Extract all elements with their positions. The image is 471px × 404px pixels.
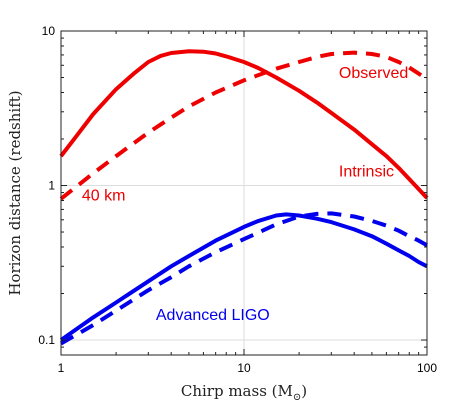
x-tick-label: 100 — [417, 361, 437, 375]
x-tick-label: 1 — [58, 361, 65, 375]
label-observed: Observed — [339, 65, 408, 82]
x-axis-label: Chirp mass (M⊙) — [181, 382, 307, 403]
label-intrinsic: Intrinsic — [339, 164, 394, 181]
series-red-intrinsic — [59, 49, 429, 200]
label-advanced-ligo: Advanced LIGO — [156, 307, 270, 324]
plot-series — [59, 49, 429, 346]
y-axis-label: Horizon distance (redshift) — [6, 90, 24, 295]
minor-ticks — [60, 30, 428, 356]
y-tick-label: 1 — [48, 179, 55, 193]
annotations: Observed Intrinsic 40 km Advanced LIGO — [82, 65, 408, 324]
series-red-observed — [59, 50, 429, 201]
y-tick-label: 0.1 — [38, 333, 55, 347]
y-tick-label: 10 — [42, 24, 56, 38]
series-blue-observed — [60, 211, 428, 346]
series-blue-intrinsic — [59, 212, 428, 342]
x-tick-label: 10 — [237, 361, 251, 375]
label-40km: 40 km — [82, 187, 126, 204]
